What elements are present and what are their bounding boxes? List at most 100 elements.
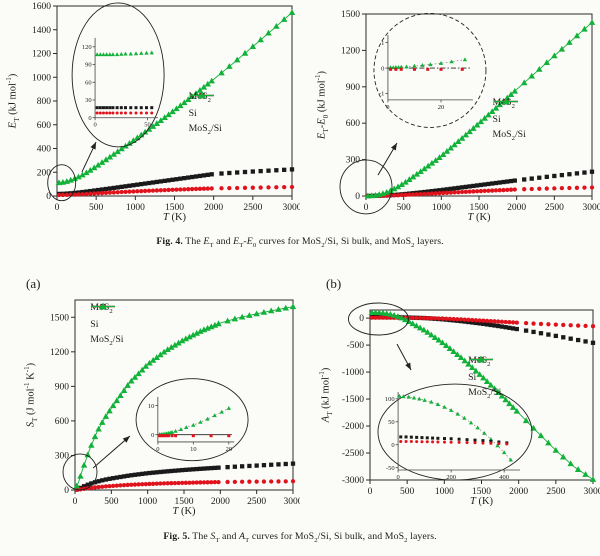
svg-text:2500: 2500 (545, 203, 564, 213)
svg-text:2000: 2000 (507, 203, 526, 213)
svg-text:2500: 2500 (243, 203, 262, 213)
legend-marker-triangle (91, 302, 116, 310)
svg-text:0: 0 (156, 446, 159, 453)
svg-text:0: 0 (386, 104, 389, 111)
legend-label: Si (468, 372, 477, 384)
legend-label: MoS2 (468, 355, 491, 369)
svg-text:2000: 2000 (211, 497, 230, 507)
svg-text:-1000: -1000 (342, 368, 364, 378)
legend-item-Si: Si (493, 98, 526, 127)
svg-text:50: 50 (144, 122, 151, 129)
svg-text:0: 0 (368, 487, 373, 497)
svg-text:1200: 1200 (32, 50, 51, 60)
svg-text:600: 600 (346, 119, 361, 129)
svg-text:1500: 1500 (470, 203, 489, 213)
svg-text:120: 120 (82, 44, 92, 51)
series-Si (74, 479, 296, 492)
series-Si (56, 184, 295, 198)
svg-text:90: 90 (85, 62, 92, 69)
svg-text:3000: 3000 (583, 203, 600, 213)
legend-item-MoS2-Si: MoS2/Si (90, 302, 124, 348)
series-MoS2-Si (364, 19, 596, 199)
svg-text:500: 500 (89, 203, 104, 213)
svg-text:1500: 1500 (50, 313, 69, 323)
svg-text:-50: -50 (386, 465, 395, 472)
inset-plot: 0 50 0 30 60 90 120 (82, 37, 159, 129)
svg-text:3000: 3000 (284, 497, 301, 507)
svg-text:0: 0 (88, 115, 91, 122)
plot-AT: 0500100015002000250030000-500-1000-1500-… (300, 264, 600, 520)
svg-text:-2500: -2500 (342, 449, 364, 459)
svg-text:20: 20 (226, 446, 233, 453)
legend-marker-triangle (469, 355, 494, 363)
svg-text:500: 500 (397, 203, 412, 213)
svg-text:600: 600 (55, 417, 70, 427)
legend-label: MoS2/Si (90, 333, 124, 347)
chart-canvas-AT: 0500100015002000250030000-500-1000-1500-… (342, 302, 600, 497)
svg-text:0: 0 (64, 486, 69, 496)
svg-text:-500: -500 (347, 341, 365, 351)
svg-text:-1500: -1500 (342, 395, 364, 405)
svg-text:10: 10 (148, 403, 155, 410)
svg-text:-2000: -2000 (342, 422, 364, 432)
inset-ellipse (135, 378, 249, 462)
svg-text:0: 0 (93, 122, 96, 129)
svg-text:0: 0 (73, 497, 78, 507)
svg-text:-3000: -3000 (342, 476, 364, 486)
x-axis-label: T (K) (172, 506, 196, 517)
legend-label: MoS2 (188, 90, 211, 104)
chart-canvas-ST: 0500100015002000250030000300600900120015… (50, 299, 301, 507)
x-axis-label: T (K) (469, 496, 494, 507)
inset-plot: 0 10 20 0 10 (148, 396, 235, 453)
panel-label-a: (a) (26, 276, 41, 291)
annotations (348, 302, 533, 481)
svg-text:600: 600 (37, 121, 52, 131)
svg-text:500: 500 (400, 487, 415, 497)
inset-ellipse (373, 12, 487, 128)
legend-item-MoS2-Si: MoS2/Si (493, 97, 526, 143)
y-axis-label: ST (J mol-1 K-1) (23, 362, 39, 428)
svg-text:1200: 1200 (50, 348, 69, 358)
svg-text:3000: 3000 (283, 203, 301, 213)
svg-text:1000: 1000 (138, 497, 157, 507)
legend-label: MoS2 (90, 301, 113, 315)
origin-ellipse (348, 302, 409, 336)
svg-text:2500: 2500 (247, 497, 266, 507)
fig4-caption: Fig. 4. The ET and ET-E0 curves for MoS2… (156, 236, 444, 249)
svg-text:0: 0 (355, 192, 360, 202)
chart-canvas-ET: 0 500 1000 1500 2000 2500 30000200400600800100… (32, 2, 301, 213)
legend-item-MoS2-Si: MoS2/Si (188, 91, 222, 137)
svg-text:2000: 2000 (204, 203, 223, 213)
origin-ellipse (339, 159, 393, 215)
legend: MoS2 Si MoS2/Si (493, 96, 526, 143)
legend-item-Si: Si (189, 92, 222, 121)
svg-text:1: 1 (381, 40, 384, 47)
annotations (47, 2, 165, 202)
y-axis-label: AT (kJ mol-1) (318, 367, 334, 423)
svg-text:100: 100 (385, 396, 395, 403)
x-axis-label: T (K) (162, 212, 187, 223)
inset-plot: 0 20-101 (379, 34, 473, 111)
svg-text:900: 900 (55, 382, 70, 392)
svg-text:30: 30 (85, 97, 92, 104)
series-MoS2-Si (55, 9, 296, 186)
inset-ellipse (71, 2, 165, 148)
svg-text:300: 300 (346, 156, 361, 166)
svg-text:0: 0 (381, 65, 384, 72)
svg-text:300: 300 (55, 451, 70, 461)
svg-text:500: 500 (104, 497, 119, 507)
svg-text:1000: 1000 (435, 487, 454, 497)
y-axis-label: ET (kJ mol-1) (5, 73, 21, 129)
legend-marker-triangle (493, 97, 518, 105)
svg-text:-1: -1 (379, 91, 384, 98)
legend-label: MoS2/Si (188, 122, 222, 136)
panel-label-b: (b) (326, 276, 342, 291)
svg-text:200: 200 (37, 168, 52, 178)
annotations (62, 378, 249, 491)
svg-text:50: 50 (388, 419, 395, 426)
svg-text:2000: 2000 (509, 487, 528, 497)
svg-text:0: 0 (151, 432, 154, 439)
svg-text:1600: 1600 (32, 2, 51, 12)
svg-text:900: 900 (346, 83, 361, 93)
